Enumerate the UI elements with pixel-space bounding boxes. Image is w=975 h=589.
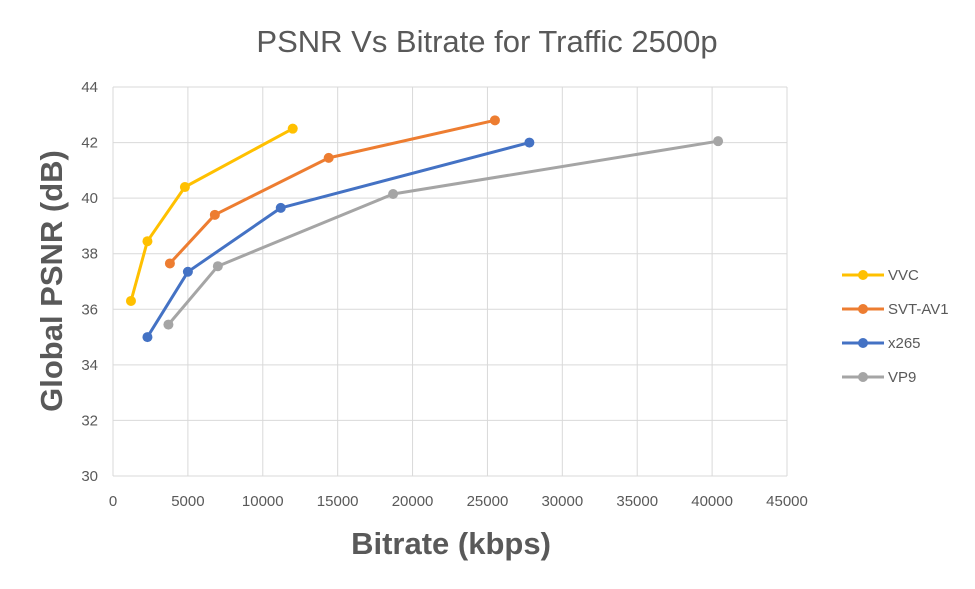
series-vp9 xyxy=(163,136,724,330)
data-point-vp9 xyxy=(388,188,399,199)
x-axis-ticks: 0 5000 10000 15000 20000 25000 30000 35000 40000… xyxy=(109,493,808,510)
x-tick-label: 15000 xyxy=(317,493,359,510)
x-tick-label: 10000 xyxy=(242,493,284,510)
x-tick-label: 30000 xyxy=(541,493,583,510)
series-line-vvc xyxy=(129,127,295,303)
legend-marker-vvc xyxy=(858,270,868,280)
y-tick-label: 36 xyxy=(81,301,98,318)
legend-marker-vp9 xyxy=(858,372,868,382)
x-tick-label: 45000 xyxy=(766,493,808,510)
series-svt-av1 xyxy=(164,115,500,269)
series-vvc xyxy=(125,123,298,306)
data-point-vp9 xyxy=(212,261,223,272)
data-point-x265 xyxy=(275,202,286,213)
series-line-vp9 xyxy=(166,139,720,327)
data-point-vvc xyxy=(287,123,298,134)
x-tick-label: 35000 xyxy=(616,493,658,510)
legend-label-vp9: VP9 xyxy=(888,369,916,386)
y-axis-ticks: 30 32 34 36 38 40 42 44 xyxy=(81,79,98,485)
series-line-svt-av1 xyxy=(168,118,497,265)
data-point-svt-av1 xyxy=(164,258,175,269)
data-point-vvc xyxy=(125,295,136,306)
data-point-x265 xyxy=(142,332,153,343)
legend-marker-svt-av1 xyxy=(858,304,868,314)
x-tick-label: 40000 xyxy=(691,493,733,510)
data-point-svt-av1 xyxy=(209,209,220,220)
legend-marker-x265 xyxy=(858,338,868,348)
y-tick-label: 38 xyxy=(81,246,98,263)
series-x265 xyxy=(142,137,535,343)
x-tick-label: 20000 xyxy=(392,493,434,510)
legend-label-svt-av1: SVT-AV1 xyxy=(888,301,949,318)
x-tick-label: 5000 xyxy=(171,493,204,510)
grid xyxy=(112,86,788,477)
y-tick-label: 40 xyxy=(81,190,98,207)
data-point-vvc xyxy=(142,236,153,247)
x-axis-title: Bitrate (kbps) xyxy=(351,526,551,561)
legend: VVC SVT-AV1 x265 VP9 xyxy=(842,267,949,386)
legend-item-svt-av1: SVT-AV1 xyxy=(842,301,949,318)
legend-label-vvc: VVC xyxy=(888,267,919,284)
legend-item-vvc: VVC xyxy=(842,267,919,284)
data-point-vvc xyxy=(179,182,190,193)
x-tick-label: 25000 xyxy=(467,493,509,510)
data-point-x265 xyxy=(524,137,535,148)
series xyxy=(125,115,724,343)
legend-item-x265: x265 xyxy=(842,335,921,352)
chart-title: PSNR Vs Bitrate for Traffic 2500p xyxy=(256,24,717,59)
data-point-x265 xyxy=(182,266,193,277)
x-tick-label: 0 xyxy=(109,493,117,510)
y-tick-label: 42 xyxy=(81,135,98,152)
y-tick-label: 30 xyxy=(81,468,98,485)
y-tick-label: 32 xyxy=(81,412,98,429)
y-tick-label: 44 xyxy=(81,79,98,96)
legend-item-vp9: VP9 xyxy=(842,369,916,386)
data-point-svt-av1 xyxy=(323,152,334,163)
series-line-x265 xyxy=(145,141,531,339)
legend-label-x265: x265 xyxy=(888,335,921,352)
data-point-svt-av1 xyxy=(489,115,500,126)
data-point-vp9 xyxy=(163,319,174,330)
y-tick-label: 34 xyxy=(81,357,98,374)
y-axis-title: Global PSNR (dB) xyxy=(34,150,69,412)
data-point-vp9 xyxy=(713,136,724,147)
